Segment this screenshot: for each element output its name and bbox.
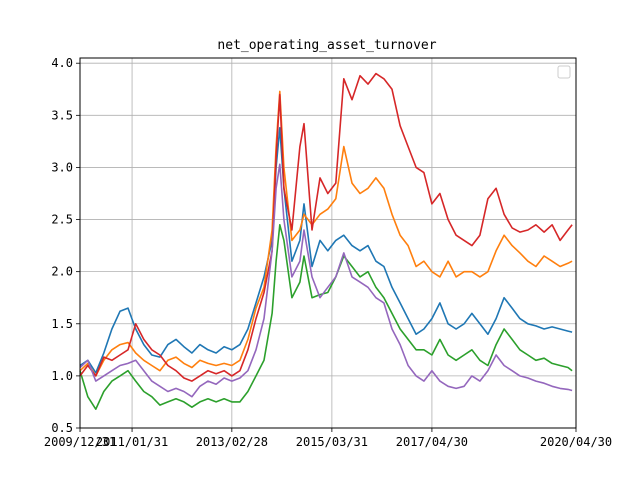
legend-box	[557, 65, 571, 79]
x-tick-label: 2009/12/31	[44, 435, 116, 449]
grid	[79, 58, 577, 429]
series-line-1	[79, 127, 573, 374]
y-axis: 0.5 1.0 1.5 2.0 2.5 3.0 3.5 4.0	[51, 56, 80, 435]
series-line-4	[79, 72, 573, 382]
x-tick-label: 2017/04/30	[396, 435, 468, 449]
y-tick-label: 1.0	[51, 369, 73, 383]
plot-frame	[79, 57, 577, 429]
series-line-2	[79, 90, 573, 377]
series-line-3	[79, 224, 573, 411]
y-tick-label: 3.5	[51, 108, 73, 122]
y-tick-label: 2.5	[51, 213, 73, 227]
x-tick-label: 2015/03/31	[296, 435, 368, 449]
x-tick-label: 2013/02/28	[196, 435, 268, 449]
y-tick-label: 1.5	[51, 317, 73, 331]
y-tick-label: 2.0	[51, 265, 73, 279]
y-tick-label: 0.5	[51, 421, 73, 435]
series-group	[79, 72, 573, 411]
y-tick-label: 3.0	[51, 160, 73, 174]
series-line-5	[79, 163, 573, 398]
y-tick-label: 4.0	[51, 56, 73, 70]
x-tick-label: 2011/01/31	[96, 435, 168, 449]
x-tick-label: 2020/04/30	[540, 435, 612, 449]
chart-title: net_operating_asset_turnover	[217, 38, 436, 53]
